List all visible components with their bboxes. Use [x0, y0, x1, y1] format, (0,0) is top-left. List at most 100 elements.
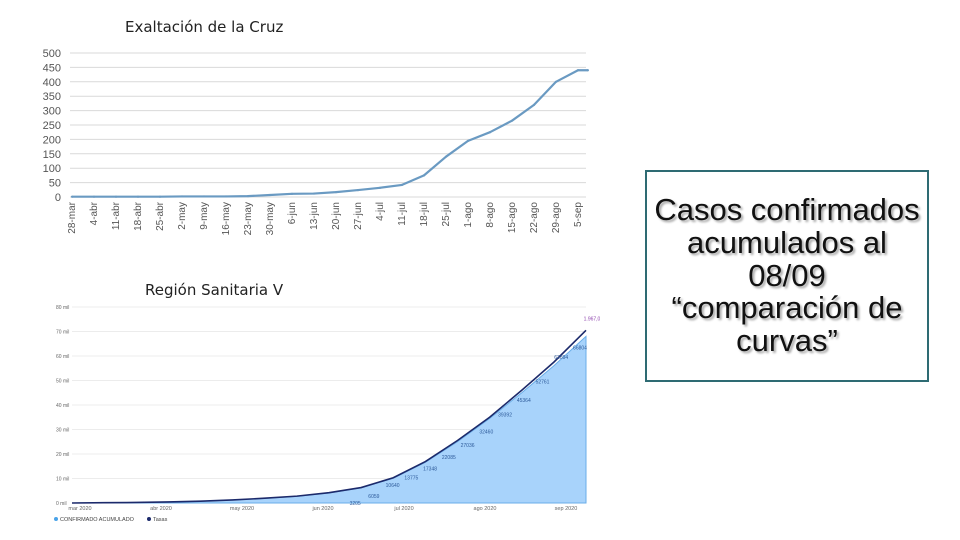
callout-box: Casos confirmados acumulados al 08/09 “c…	[645, 170, 929, 382]
area-confirmado	[71, 335, 587, 504]
chart-exaltacion: 0 50 100 150 200 250 300 350 400 450 500 28-mar 4-ab…	[43, 48, 590, 235]
callout-line: 08/09	[748, 257, 826, 293]
y-tick-label: 40 mil	[56, 403, 69, 409]
y-tick-label: 0	[55, 192, 61, 204]
data-point	[356, 188, 360, 192]
data-point	[422, 174, 426, 177]
y-tick-label: 50	[49, 178, 61, 190]
y-tick-label: 70 mil	[56, 330, 69, 336]
data-label: 45364	[517, 398, 531, 404]
data-point	[224, 195, 228, 198]
data-point	[488, 131, 492, 134]
x-tick-label: 29-ago	[551, 202, 562, 234]
data-label: 39392	[498, 412, 512, 418]
data-point	[378, 186, 382, 189]
x-tick-label: 20-jun	[331, 202, 342, 230]
data-point	[532, 103, 536, 106]
data-point	[180, 195, 184, 198]
y-tick-label: 0 mil	[56, 501, 67, 507]
data-point	[334, 191, 338, 194]
y-tick-label: 250	[43, 120, 61, 132]
data-label: 62894	[554, 355, 568, 361]
x-tick-label: 9-may	[199, 202, 210, 230]
data-label: 3205	[350, 501, 361, 507]
data-point	[290, 192, 294, 195]
x-tick-label: mar 2020	[68, 506, 91, 512]
data-label: 13775	[404, 475, 418, 481]
x-tick-label: 5-sep	[573, 202, 584, 227]
x-tick-label: 11-jul	[397, 202, 408, 226]
x-tick-label: ago 2020	[474, 506, 497, 512]
y-tick-label: 10 mil	[56, 477, 69, 483]
y-tick-label: 350	[43, 91, 61, 103]
chart-region-sanitaria: 0 mil 10 mil 20 mil 30 mil 40 mil 50 mil 60 mi…	[54, 305, 600, 523]
legend-swatch-confirmado	[54, 517, 58, 521]
x-tick-label: 16-may	[221, 202, 232, 235]
y-tick-label: 150	[43, 149, 61, 161]
y-tick-label: 450	[43, 62, 61, 74]
x-tick-label: 25-abr	[155, 201, 166, 231]
x-tick-label: 15-ago	[507, 202, 518, 234]
x-tick-label: 6-jun	[287, 202, 298, 224]
data-point	[576, 69, 580, 72]
x-tick-label: 22-ago	[529, 202, 540, 234]
x-tick-label: 2-may	[177, 202, 188, 230]
data-point	[136, 195, 140, 198]
x-tick-label: abr 2020	[150, 506, 172, 512]
data-label: 27036	[461, 443, 475, 449]
legend-label-confirmado: CONFIRMADO ACUMULADO	[60, 517, 135, 523]
y-tick-label: 20 mil	[56, 452, 69, 458]
chart-1-title: Exaltación de la Cruz	[125, 18, 284, 36]
data-label: 6059	[368, 494, 379, 500]
legend-swatch-tasas	[147, 517, 151, 521]
y-tick-label: 300	[43, 106, 61, 118]
x-tick-label: 4-abr	[89, 201, 100, 225]
y-tick-label: 80 mil	[56, 305, 69, 311]
data-point	[246, 195, 250, 198]
callout-line: Casos confirmados	[654, 191, 920, 227]
data-point	[202, 195, 206, 198]
x-tick-label: 28-mar	[67, 201, 78, 233]
data-label: 52761	[536, 380, 550, 386]
y-tick-label: 50 mil	[56, 379, 69, 385]
x-tick-label: 27-jun	[353, 202, 364, 230]
data-point	[114, 195, 118, 198]
data-point	[312, 192, 316, 195]
data-label: 22085	[442, 455, 456, 461]
data-point	[268, 193, 272, 197]
data-point	[466, 139, 470, 142]
x-tick-label: jun 2020	[311, 506, 333, 512]
x-tick-label: 18-jul	[419, 202, 430, 226]
data-point	[70, 195, 74, 198]
x-tick-label: 4-jul	[375, 202, 386, 221]
data-label: 32460	[479, 429, 493, 435]
y-tick-label: 60 mil	[56, 354, 69, 360]
x-tick-label: 23-may	[243, 202, 254, 235]
x-tick-label: may 2020	[230, 506, 254, 512]
x-tick-label: 1-ago	[463, 202, 474, 228]
data-point	[400, 183, 404, 187]
data-label: 66804	[573, 345, 587, 351]
x-tick-label: 13-jun	[309, 202, 320, 230]
data-label: 17348	[423, 466, 437, 472]
callout-line: “comparación de	[671, 290, 903, 326]
y-tick-label: 500	[43, 48, 61, 60]
x-tick-label: 30-may	[265, 202, 276, 235]
data-point	[510, 119, 514, 122]
chart-2-title: Región Sanitaria V	[145, 281, 284, 299]
callout-text: Casos confirmados acumulados al 08/09 “c…	[654, 191, 920, 358]
x-tick-label: sep 2020	[555, 506, 578, 512]
x-tick-label: 18-abr	[133, 201, 144, 231]
x-tick-label: 11-abr	[111, 201, 122, 230]
legend-label-tasas: Tasas	[153, 517, 168, 523]
data-point	[158, 195, 162, 198]
callout-line: acumulados al	[687, 224, 887, 260]
top-label: 1.967,0	[584, 316, 600, 322]
x-tick-label: 8-ago	[485, 202, 496, 228]
data-point	[444, 155, 448, 158]
y-tick-label: 100	[43, 163, 61, 175]
data-label: 10640	[386, 483, 400, 489]
y-tick-label: 400	[43, 77, 61, 89]
line-tasas	[71, 329, 587, 504]
data-point	[586, 69, 590, 72]
